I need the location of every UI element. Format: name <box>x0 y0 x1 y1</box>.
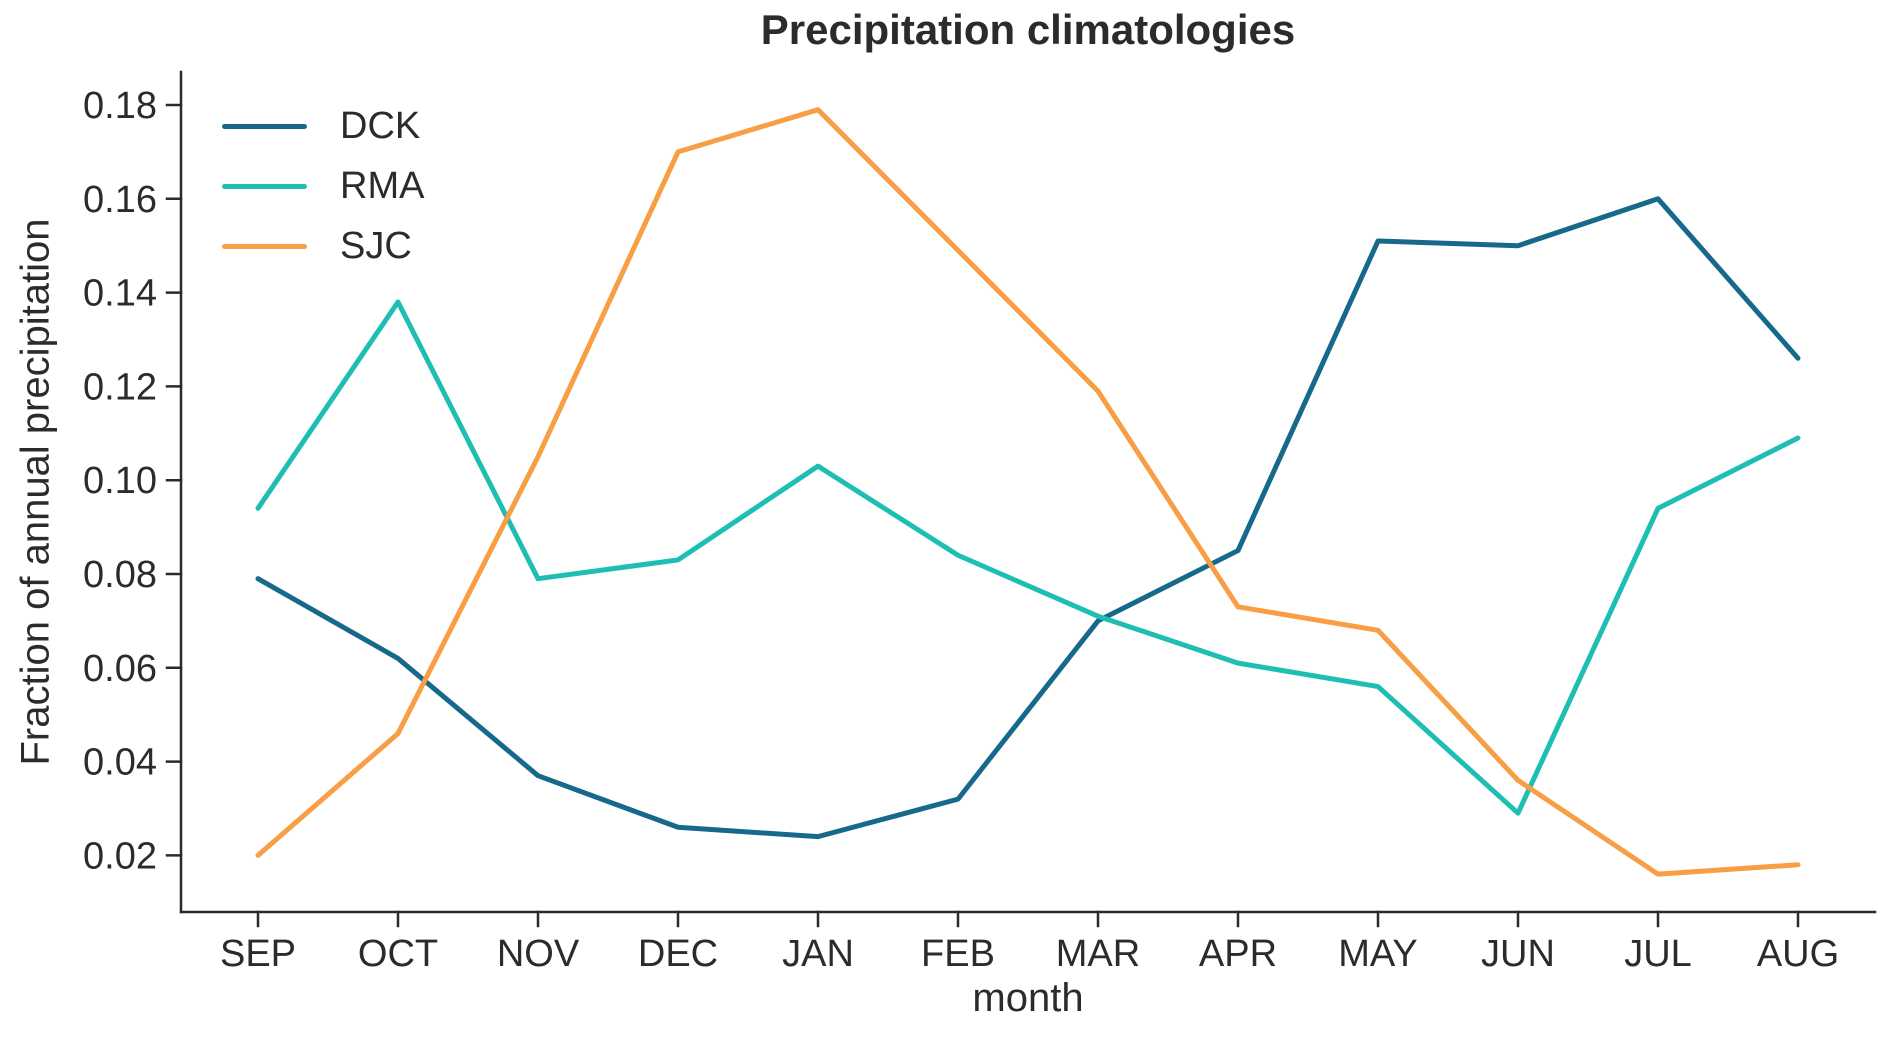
x-tick-label: MAY <box>1338 933 1418 975</box>
legend-item-sjc: SJC <box>222 216 424 276</box>
x-tick-label: OCT <box>358 933 438 975</box>
series-line-rma <box>255 299 1801 816</box>
x-tick-label: NOV <box>497 933 580 975</box>
legend-item-dck: DCK <box>222 96 424 156</box>
x-tick-label: SEP <box>220 933 296 975</box>
y-tick-label: 0.02 <box>83 835 157 877</box>
y-tick-label: 0.10 <box>83 460 157 502</box>
y-tick-label: 0.18 <box>83 85 157 127</box>
y-tick-label: 0.08 <box>83 554 157 596</box>
x-tick-label: FEB <box>921 933 995 975</box>
x-tick-label: AUG <box>1757 933 1839 975</box>
legend-line-swatch <box>222 243 307 249</box>
legend-label: RMA <box>340 164 425 207</box>
y-tick-label: 0.16 <box>83 179 157 221</box>
legend-line-swatch <box>222 183 307 189</box>
series-line-sjc <box>255 107 1801 877</box>
x-tick-label: JUL <box>1624 933 1692 975</box>
x-tick-label: DEC <box>638 933 718 975</box>
x-axis-title: month <box>972 976 1084 1020</box>
legend-line-swatch <box>222 123 307 129</box>
x-tick-label: APR <box>1199 933 1277 975</box>
legend: DCK RMA SJC <box>222 96 424 276</box>
series-line-dck <box>255 196 1801 840</box>
y-tick-label: 0.06 <box>83 648 157 690</box>
legend-item-rma: RMA <box>222 156 424 216</box>
legend-label: SJC <box>340 224 412 267</box>
x-tick-label: JUN <box>1481 933 1555 975</box>
legend-label: DCK <box>340 104 421 147</box>
x-tick-label: JAN <box>782 933 854 975</box>
chart-title: Precipitation climatologies <box>760 6 1296 53</box>
y-tick-label: 0.04 <box>83 742 157 784</box>
y-tick-label: 0.12 <box>83 366 157 408</box>
x-tick-label: MAR <box>1056 933 1140 975</box>
y-tick-label: 0.14 <box>83 273 157 315</box>
